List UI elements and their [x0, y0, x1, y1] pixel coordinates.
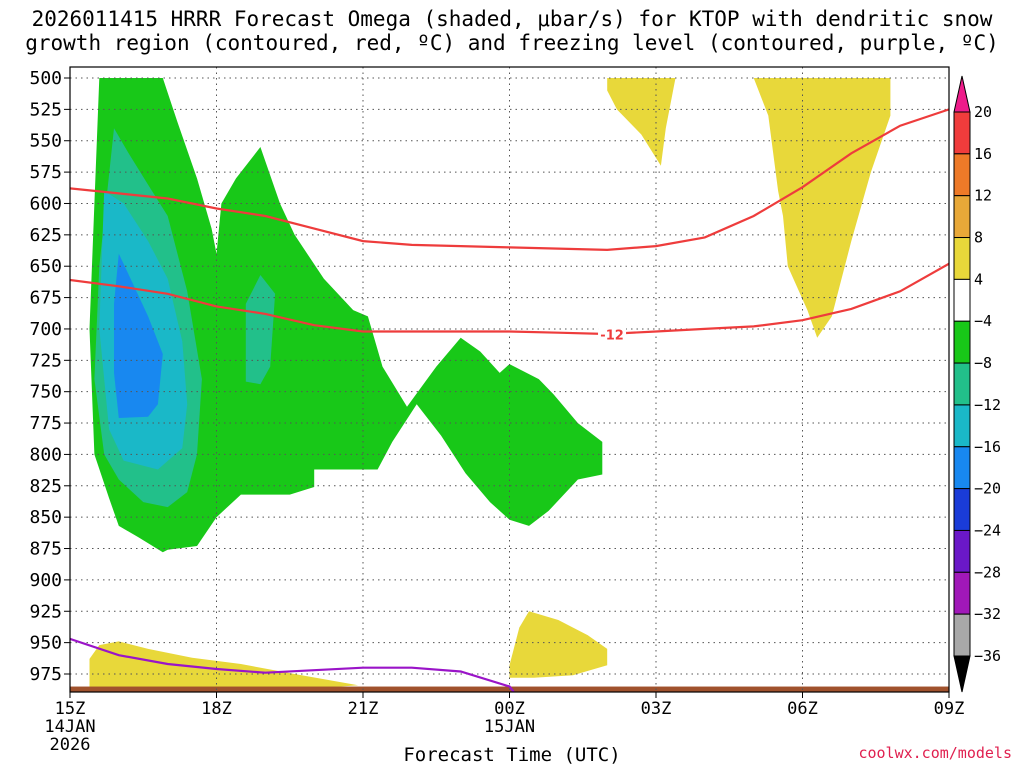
y-tick-label-750: 750 — [29, 382, 62, 403]
x-tick-label-03Z: 03Z — [641, 699, 672, 719]
colorbar-box-7 — [954, 405, 970, 447]
colorbar-label-6: −8 — [974, 354, 992, 372]
x-tick-label-00Z: 00Z — [494, 699, 525, 719]
colorbar-label-8: −16 — [974, 438, 1001, 456]
y-tick-label-950: 950 — [29, 633, 62, 654]
colorbar-label-12: −32 — [974, 605, 1001, 623]
time-height-chart: -12 500 525 550 575 600 625 650 675 700 725 750 775… — [0, 0, 1024, 768]
colorbar-box-6 — [954, 363, 970, 405]
omega-region-7 — [90, 641, 359, 692]
y-tick-label-850: 850 — [29, 507, 62, 528]
y-tick-label-650: 650 — [29, 256, 62, 277]
colorbar-label-1: 16 — [974, 145, 992, 163]
y-tick-label-550: 550 — [29, 131, 62, 152]
colorbar-top-arrow — [954, 76, 970, 112]
y-tick-label-600: 600 — [29, 193, 62, 214]
colorbar-label-10: −24 — [974, 521, 1001, 539]
x-tick-label-15Z: 15Z — [55, 699, 86, 719]
x-tick-label-21Z: 21Z — [348, 699, 379, 719]
colorbar-box-0 — [954, 112, 970, 154]
omega-region-8 — [510, 611, 608, 678]
y-tick-label-725: 725 — [29, 350, 62, 371]
y-tick-label-900: 900 — [29, 570, 62, 591]
colorbar-box-9 — [954, 489, 970, 531]
y-tick-label-525: 525 — [29, 99, 62, 120]
colorbar-label-4: 4 — [974, 270, 983, 288]
colorbar-label-9: −20 — [974, 480, 1001, 498]
y-tick-label-775: 775 — [29, 413, 62, 434]
colorbar-label-3: 8 — [974, 229, 983, 247]
colorbar-box-10 — [954, 530, 970, 572]
colorbar-box-3 — [954, 238, 970, 280]
y-tick-label-825: 825 — [29, 476, 62, 497]
colorbar-label-5: −4 — [974, 312, 992, 330]
x-tick-label-06Z: 06Z — [787, 699, 818, 719]
x-tick-date-15Z: 14JAN — [44, 717, 95, 737]
colorbar-box-5 — [954, 321, 970, 363]
x-tick-label-18Z: 18Z — [201, 699, 232, 719]
colorbar-box-4 — [954, 279, 970, 321]
colorbar-label-0: 20 — [974, 103, 992, 121]
colorbar-box-1 — [954, 154, 970, 196]
x-tick-date-00Z: 15JAN — [484, 717, 535, 737]
omega-region-6 — [754, 78, 891, 338]
colorbar-label-2: 12 — [974, 187, 992, 205]
colorbar-box-8 — [954, 447, 970, 489]
colorbar-box-11 — [954, 572, 970, 614]
dgz-contour-label: -12 — [600, 329, 624, 344]
x-tick-label-09Z: 09Z — [934, 699, 965, 719]
colorbar-label-13: −36 — [974, 647, 1001, 665]
y-tick-label-975: 975 — [29, 664, 62, 685]
colorbar-label-11: −28 — [974, 563, 1001, 581]
colorbar-label-7: −12 — [974, 396, 1001, 414]
y-tick-label-575: 575 — [29, 162, 62, 183]
y-tick-label-700: 700 — [29, 319, 62, 340]
y-tick-label-925: 925 — [29, 601, 62, 622]
colorbar-bottom-arrow — [954, 656, 970, 692]
site-credit: coolwx.com/models — [858, 744, 1012, 762]
y-tick-label-675: 675 — [29, 288, 62, 309]
y-tick-label-625: 625 — [29, 225, 62, 246]
colorbar-box-12 — [954, 614, 970, 656]
y-tick-label-500: 500 — [29, 68, 62, 89]
colorbar-box-2 — [954, 196, 970, 238]
y-tick-label-800: 800 — [29, 444, 62, 465]
omega-region-5 — [607, 78, 675, 166]
y-tick-label-875: 875 — [29, 539, 62, 560]
